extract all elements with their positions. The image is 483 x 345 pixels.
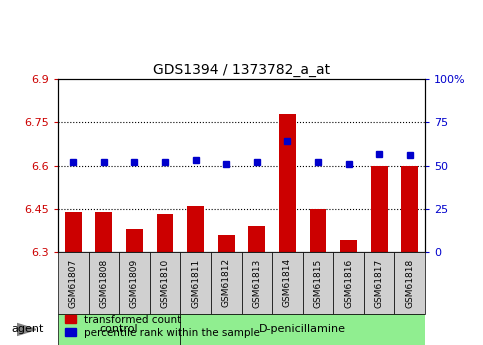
- Bar: [58, 314, 180, 345]
- Text: GSM61814: GSM61814: [283, 258, 292, 307]
- Text: GSM61815: GSM61815: [313, 258, 323, 307]
- Bar: [333, 252, 364, 314]
- Bar: [401, 166, 418, 252]
- Bar: [150, 252, 180, 314]
- Text: agent: agent: [11, 325, 43, 334]
- Text: GSM61811: GSM61811: [191, 258, 200, 307]
- Legend: transformed count, percentile rank within the sample: transformed count, percentile rank withi…: [63, 313, 262, 340]
- Bar: [242, 252, 272, 314]
- Bar: [88, 252, 119, 314]
- Bar: [180, 314, 425, 345]
- Bar: [65, 211, 82, 252]
- Bar: [364, 252, 395, 314]
- Text: GSM61809: GSM61809: [130, 258, 139, 307]
- Text: GSM61818: GSM61818: [405, 258, 414, 307]
- Bar: [96, 211, 112, 252]
- Bar: [340, 240, 357, 252]
- Polygon shape: [17, 324, 36, 335]
- Bar: [310, 209, 327, 252]
- Bar: [279, 114, 296, 252]
- Bar: [180, 252, 211, 314]
- Text: GSM61817: GSM61817: [375, 258, 384, 307]
- Text: GSM61813: GSM61813: [252, 258, 261, 307]
- Bar: [211, 252, 242, 314]
- Text: D-penicillamine: D-penicillamine: [259, 325, 346, 334]
- Bar: [187, 206, 204, 252]
- Text: GSM61810: GSM61810: [160, 258, 170, 307]
- Bar: [119, 252, 150, 314]
- Text: GSM61816: GSM61816: [344, 258, 353, 307]
- Bar: [248, 226, 265, 252]
- Text: GSM61807: GSM61807: [69, 258, 78, 307]
- Bar: [218, 235, 235, 252]
- Bar: [371, 166, 387, 252]
- Text: GSM61812: GSM61812: [222, 258, 231, 307]
- Bar: [272, 252, 303, 314]
- Bar: [126, 229, 143, 252]
- Bar: [395, 252, 425, 314]
- Text: control: control: [100, 325, 139, 334]
- Title: GDS1394 / 1373782_a_at: GDS1394 / 1373782_a_at: [153, 63, 330, 77]
- Bar: [58, 252, 88, 314]
- Text: GSM61808: GSM61808: [99, 258, 108, 307]
- Bar: [303, 252, 333, 314]
- Bar: [156, 215, 173, 252]
